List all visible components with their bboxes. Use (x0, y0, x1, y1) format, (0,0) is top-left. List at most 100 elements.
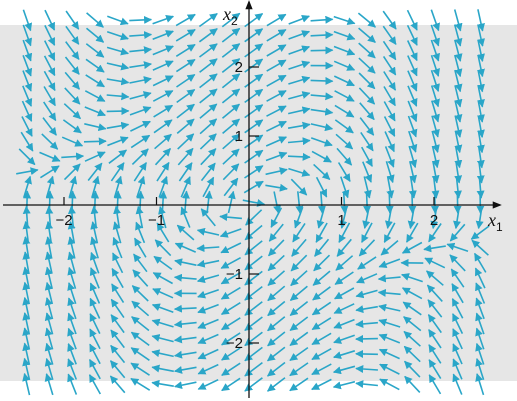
field-arrow (358, 27, 376, 44)
field-arrow (154, 133, 172, 150)
field-arrow (266, 361, 286, 377)
field-arrow (106, 77, 130, 86)
x2-tick-label: 1 (235, 128, 243, 145)
field-arrow (289, 377, 309, 392)
field-arrow (378, 333, 401, 344)
field-arrow (154, 239, 172, 257)
field-arrow (428, 344, 442, 364)
field-arrow (63, 103, 81, 120)
field-arrow (112, 252, 124, 274)
field-arrow (267, 270, 286, 286)
field-arrow (244, 377, 263, 392)
field-arrow (23, 175, 32, 198)
field-arrow (244, 149, 264, 164)
field-arrow (113, 190, 122, 214)
field-arrow (83, 137, 107, 146)
field-arrow (358, 57, 376, 74)
field-arrow (355, 365, 378, 373)
field-arrow (407, 70, 418, 92)
field-arrow (340, 191, 349, 214)
field-arrow (430, 9, 440, 32)
field-arrow (22, 251, 31, 274)
field-arrow (359, 117, 375, 136)
field-arrow (291, 238, 307, 257)
field-arrow (43, 40, 56, 62)
field-arrow (220, 242, 242, 254)
field-arrow (61, 152, 85, 161)
field-arrow (87, 162, 103, 181)
field-arrow (86, 12, 104, 28)
field-arrow (158, 175, 169, 198)
x1-tick-label: −1 (148, 212, 165, 229)
field-arrow (292, 222, 306, 243)
field-arrow (244, 285, 263, 301)
field-arrow (383, 86, 396, 107)
field-arrow (227, 190, 236, 214)
field-arrow (61, 136, 84, 147)
field-arrow (22, 70, 33, 92)
field-arrow (221, 43, 241, 58)
field-arrow (221, 347, 241, 361)
field-arrow (43, 70, 56, 92)
field-arrow (382, 55, 397, 76)
field-arrow (20, 131, 34, 152)
field-arrow (310, 123, 334, 132)
field-arrow (22, 296, 31, 320)
field-arrow (200, 208, 216, 227)
field-arrow (407, 100, 418, 123)
field-arrow (266, 29, 287, 42)
field-arrow (337, 162, 351, 182)
field-arrow (133, 162, 147, 182)
field-arrow (44, 281, 54, 305)
field-arrow (22, 357, 31, 381)
field-arrow (151, 349, 174, 358)
field-arrow (18, 148, 36, 166)
field-arrow (151, 334, 174, 343)
field-arrow (384, 131, 395, 153)
field-arrow (403, 345, 421, 363)
field-arrow (112, 221, 122, 244)
field-arrow (475, 357, 485, 380)
field-arrow (359, 102, 375, 121)
field-arrow (91, 175, 100, 198)
field-arrow (198, 28, 218, 43)
field-arrow (112, 236, 123, 259)
field-arrow (84, 151, 106, 162)
field-arrow (220, 302, 241, 315)
field-arrow (219, 228, 242, 238)
field-arrow (407, 85, 418, 107)
field-arrow (22, 327, 31, 350)
field-arrow (333, 15, 356, 26)
field-arrow (382, 10, 397, 30)
field-arrow (68, 175, 78, 198)
field-arrow (360, 131, 374, 152)
field-arrow (273, 191, 281, 214)
field-arrow (244, 43, 264, 58)
field-arrow (340, 176, 350, 199)
field-arrow (403, 316, 422, 332)
field-arrow (244, 270, 263, 286)
field-arrow (175, 43, 196, 57)
field-arrow (355, 349, 378, 358)
field-arrow (221, 27, 241, 43)
field-arrow (23, 190, 32, 214)
field-arrow (152, 30, 174, 40)
field-arrow (315, 222, 328, 243)
field-arrow (197, 303, 219, 314)
field-arrow (135, 205, 144, 229)
field-arrow (451, 283, 464, 304)
field-arrow (22, 39, 33, 62)
field-arrow (363, 191, 372, 214)
field-arrow (67, 343, 77, 365)
field-arrow (109, 360, 126, 379)
field-arrow (334, 90, 355, 102)
field-arrow (106, 31, 129, 41)
field-arrow (383, 116, 396, 137)
field-arrow (333, 303, 355, 314)
field-arrow (44, 373, 54, 396)
field-arrow (288, 15, 310, 25)
field-arrow (45, 236, 53, 259)
field-arrow (355, 334, 378, 343)
field-arrow (357, 256, 377, 270)
